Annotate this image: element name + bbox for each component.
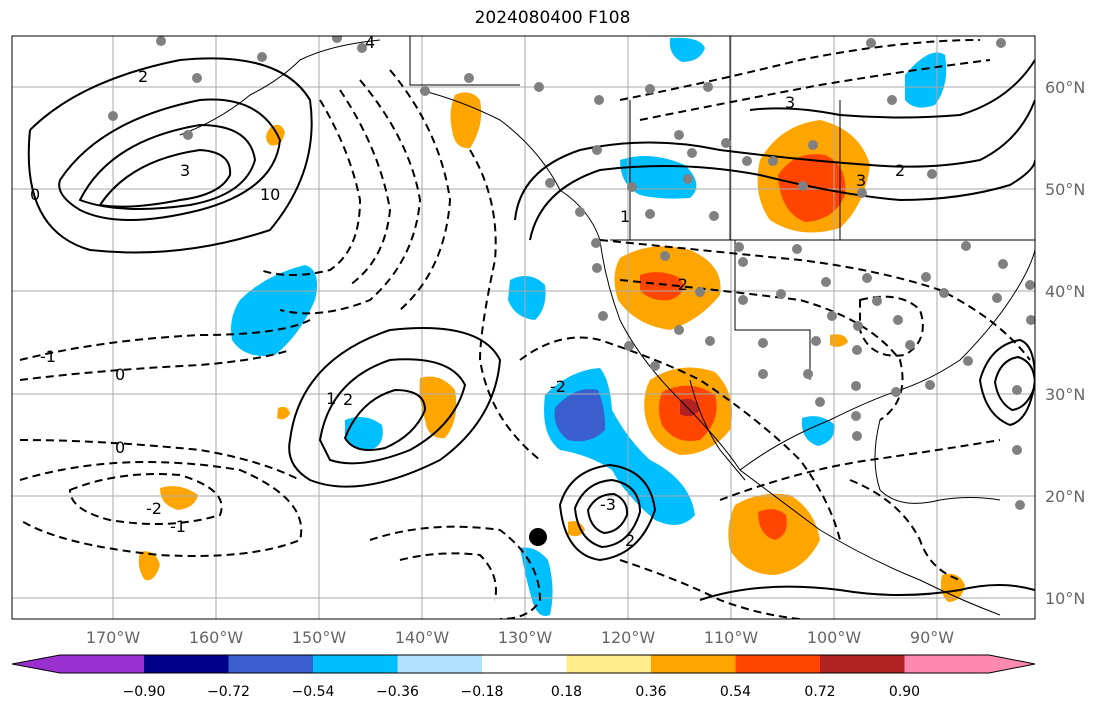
lon-label: 150°W <box>292 628 347 647</box>
lat-label: 30°N <box>1045 385 1085 404</box>
map-frame <box>11 35 1036 620</box>
contour-label: 2 <box>343 390 353 409</box>
colorbar-tick-label: −0.18 <box>461 684 504 700</box>
colorbar-segment <box>820 655 905 673</box>
storm-center-marker <box>529 528 547 546</box>
colorbar <box>11 654 1036 674</box>
contour-label: -2 <box>672 275 688 294</box>
colorbar-segment <box>566 655 651 673</box>
lat-label: 20°N <box>1045 487 1085 506</box>
contour-label: 1 <box>326 389 336 408</box>
lon-label: 160°W <box>189 628 244 647</box>
colorbar-segment <box>651 655 736 673</box>
lon-label: 140°W <box>395 628 450 647</box>
dashed-contours <box>19 39 1031 619</box>
colorbar-segment <box>144 655 229 673</box>
shade-cyan-tropics <box>520 547 553 616</box>
shade-orange-pacific-1 <box>419 376 457 439</box>
colorbar-tick-label: 0.54 <box>720 684 751 700</box>
colorbar-tick-label: −0.54 <box>292 684 335 700</box>
contour-label: 2 <box>895 161 905 180</box>
shade-red-west-us <box>640 272 684 301</box>
colorbar-tick-label: 0.72 <box>804 684 835 700</box>
lon-label: 170°W <box>86 628 141 647</box>
colorbar-segment <box>60 655 144 673</box>
contour-label: -1 <box>170 517 186 536</box>
contour-label: 3 <box>180 161 190 180</box>
colorbar-segment <box>904 655 989 673</box>
colorbar-tick-label: 0.90 <box>889 684 920 700</box>
shade-orange-pacific-5 <box>568 521 585 537</box>
colorbar-segment <box>228 655 313 673</box>
colorbar-segment <box>397 655 482 673</box>
map-area: 2 3 4 1 0 -1 -2 -3 10 2 3 0 -2 1 2 3 0 -… <box>12 33 1035 619</box>
colorbar-tick-label: 0.36 <box>635 684 666 700</box>
shade-cyan-gulf <box>801 416 835 446</box>
contour-label: 1 <box>620 207 630 226</box>
shade-red-mexico <box>758 509 787 540</box>
contour-label: 2 <box>625 531 635 550</box>
shade-orange-gulf-alaska <box>450 92 482 149</box>
lat-label: 10°N <box>1045 589 1085 608</box>
longitude-labels: 170°W 160°W 150°W 140°W 130°W 120°W 110°… <box>86 628 954 647</box>
shade-cyan-yukon <box>669 37 705 62</box>
plot-title: 2024080400 F108 <box>474 8 631 28</box>
shade-orange-pacific-2 <box>160 486 198 510</box>
contour-label: 3 <box>785 93 795 112</box>
contour-label: 0 <box>115 365 125 384</box>
shade-darkred-baja <box>680 398 700 417</box>
shade-cyan-coast <box>508 276 546 320</box>
lon-label: 120°W <box>601 628 656 647</box>
shade-orange-pacific-3 <box>138 551 160 581</box>
contour-label: 2 <box>138 67 148 86</box>
contour-labels: 2 3 4 1 0 -1 -2 -3 10 2 3 0 -2 1 2 3 0 -… <box>30 33 905 550</box>
lon-label: 130°W <box>498 628 553 647</box>
colorbar-tick-labels: −0.90 −0.72 −0.54 −0.36 −0.18 0.18 0.36 … <box>123 684 921 700</box>
contour-label: 10 <box>260 185 280 204</box>
contour-label: -3 <box>600 495 616 514</box>
lat-label: 40°N <box>1045 282 1085 301</box>
colorbar-segment <box>989 655 1035 673</box>
contour-label: 0 <box>115 438 125 457</box>
colorbar-segment <box>482 655 567 673</box>
shaded-anomalies <box>138 37 965 616</box>
shade-orange-central-am <box>940 573 965 602</box>
contour-label: -2 <box>146 499 162 518</box>
lat-label: 50°N <box>1045 180 1085 199</box>
contour-label: -2 <box>550 377 566 396</box>
colorbar-outline <box>11 654 1036 674</box>
colorbar-tick-label: 0.18 <box>551 684 582 700</box>
lon-label: 90°W <box>910 628 954 647</box>
shade-orange-pacific-4 <box>277 406 290 420</box>
shade-red-canada <box>778 154 846 222</box>
lat-label: 60°N <box>1045 78 1085 97</box>
colorbar-segment <box>313 655 398 673</box>
colorbar-segment <box>12 655 60 673</box>
station-dots <box>108 36 1035 510</box>
contour-label: 4 <box>365 33 375 52</box>
shade-cyan-pacific-2 <box>345 416 383 450</box>
lon-label: 110°W <box>704 628 759 647</box>
colorbar-tick-label: −0.36 <box>376 684 419 700</box>
colorbar-tick-label: −0.72 <box>207 684 250 700</box>
colorbar-segment <box>735 655 820 673</box>
lon-label: 100°W <box>807 628 862 647</box>
latitude-labels: 60°N 50°N 40°N 30°N 20°N 10°N <box>1045 78 1085 608</box>
solid-contours <box>27 57 1035 601</box>
contour-label: 3 <box>856 171 866 190</box>
colorbar-tick-label: −0.90 <box>123 684 166 700</box>
contour-label: -1 <box>40 347 56 366</box>
shade-blue-subtropics <box>554 389 606 442</box>
contour-label: 0 <box>30 185 40 204</box>
